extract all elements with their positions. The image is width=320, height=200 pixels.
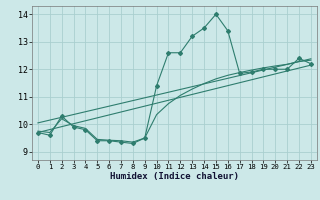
X-axis label: Humidex (Indice chaleur): Humidex (Indice chaleur) xyxy=(110,172,239,181)
